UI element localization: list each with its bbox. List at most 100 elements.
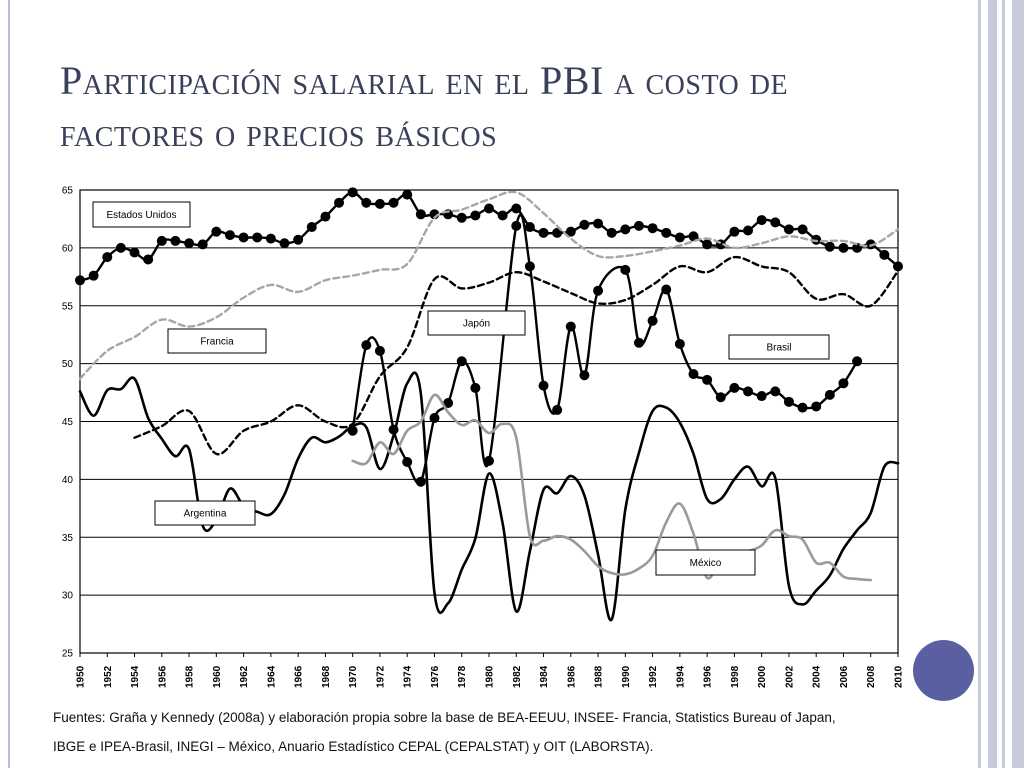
x-tick-label: 1950 — [76, 665, 87, 688]
x-tick-label: 1952 — [103, 665, 114, 688]
data-point-estados-unidos — [347, 187, 358, 198]
data-point-brasil — [702, 374, 713, 385]
data-point-brasil — [593, 285, 604, 296]
data-point-estados-unidos — [538, 227, 549, 238]
legend-box — [167, 328, 267, 354]
data-point-estados-unidos — [252, 232, 263, 243]
y-tick-label: 45 — [62, 417, 74, 428]
data-point-estados-unidos — [552, 227, 563, 238]
data-point-estados-unidos — [388, 197, 399, 208]
data-point-estados-unidos — [893, 261, 903, 272]
data-point-estados-unidos — [361, 197, 372, 208]
data-point-estados-unidos — [606, 227, 617, 238]
y-tick-label: 40 — [62, 475, 74, 486]
data-point-brasil — [811, 401, 822, 412]
data-point-estados-unidos — [306, 222, 317, 233]
data-point-estados-unidos — [729, 226, 740, 237]
decor-stripe — [978, 0, 981, 768]
data-point-brasil — [783, 396, 794, 407]
data-point-estados-unidos — [456, 212, 467, 223]
data-point-estados-unidos — [293, 234, 304, 245]
legend-box — [92, 201, 191, 228]
data-point-brasil — [824, 389, 835, 400]
x-tick-label: 1990 — [621, 665, 632, 688]
x-tick-label: 1970 — [348, 665, 359, 688]
legend-label: Japón — [463, 319, 490, 330]
data-point-estados-unidos — [143, 254, 154, 265]
slide-title: Participación salarial en el PBI a costo… — [60, 58, 789, 155]
x-tick-label: 2002 — [784, 665, 795, 688]
x-tick-label: 2010 — [894, 665, 905, 688]
source-line-1: Fuentes: Graña y Kennedy (2008a) y elabo… — [53, 710, 836, 725]
data-point-estados-unidos — [156, 235, 167, 246]
y-tick-label: 35 — [62, 533, 74, 544]
series-line-argentina — [78, 371, 900, 622]
data-point-brasil — [756, 391, 767, 402]
data-point-brasil — [402, 457, 413, 468]
data-point-estados-unidos — [279, 238, 290, 249]
data-point-estados-unidos — [702, 239, 713, 250]
legend-label: Argentina — [184, 509, 227, 520]
data-point-brasil — [374, 345, 385, 356]
data-point-estados-unidos — [170, 235, 181, 246]
data-point-brasil — [524, 261, 535, 272]
x-tick-label: 1976 — [430, 665, 441, 688]
data-point-estados-unidos — [238, 232, 249, 243]
y-tick-label: 60 — [62, 243, 74, 254]
data-point-estados-unidos — [647, 223, 658, 234]
x-tick-label: 1964 — [266, 665, 277, 688]
series-line-francia — [78, 190, 900, 380]
series-line-mexico — [351, 393, 873, 582]
legend-label: Brasil — [766, 343, 791, 354]
x-tick-label: 2000 — [757, 665, 768, 688]
data-point-estados-unidos — [334, 197, 345, 208]
legend-box — [427, 310, 526, 336]
data-point-estados-unidos — [415, 209, 426, 220]
data-point-estados-unidos — [593, 218, 604, 229]
data-point-estados-unidos — [75, 275, 85, 286]
data-point-brasil — [565, 321, 576, 332]
data-point-estados-unidos — [579, 219, 590, 230]
y-tick-label: 55 — [62, 301, 74, 312]
x-tick-label: 1982 — [512, 665, 523, 688]
x-tick-label: 1958 — [185, 665, 196, 688]
y-tick-label: 30 — [62, 591, 74, 602]
source-note: Fuentes: Graña y Kennedy (2008a) y elabo… — [53, 703, 923, 761]
data-point-brasil — [470, 382, 481, 393]
x-tick-label: 1984 — [539, 665, 550, 688]
data-point-brasil — [484, 455, 494, 466]
data-point-brasil — [770, 386, 781, 397]
data-point-estados-unidos — [211, 226, 222, 237]
legend-label: México — [690, 558, 722, 569]
legend-label: Francia — [200, 337, 234, 348]
data-point-estados-unidos — [265, 233, 276, 244]
data-point-brasil — [361, 340, 372, 351]
series-line-japon — [133, 255, 900, 456]
data-point-estados-unidos — [320, 211, 331, 222]
legend-box — [655, 549, 756, 576]
data-point-brasil — [838, 378, 849, 389]
x-tick-label: 1986 — [566, 665, 577, 688]
y-tick-label: 65 — [62, 186, 74, 197]
data-point-brasil — [633, 337, 644, 348]
y-tick-label: 50 — [62, 359, 74, 370]
data-point-estados-unidos — [102, 252, 113, 263]
data-point-brasil — [620, 264, 631, 275]
decor-circle — [913, 640, 974, 701]
data-point-brasil — [661, 284, 672, 295]
data-point-estados-unidos — [129, 247, 140, 258]
data-point-estados-unidos — [88, 270, 99, 281]
data-point-brasil — [852, 356, 863, 367]
data-point-brasil — [552, 404, 563, 415]
data-point-estados-unidos — [484, 203, 494, 214]
data-point-estados-unidos — [224, 230, 235, 241]
data-point-estados-unidos — [633, 220, 644, 231]
data-point-estados-unidos — [524, 222, 535, 233]
data-point-estados-unidos — [402, 189, 413, 200]
x-tick-label: 1960 — [212, 665, 223, 688]
x-tick-label: 1988 — [594, 665, 605, 688]
data-point-estados-unidos — [511, 203, 522, 214]
data-point-brasil — [647, 315, 658, 326]
data-point-estados-unidos — [620, 224, 631, 235]
source-line-2: IBGE e IPEA-Brasil, INEGI – México, Anua… — [53, 739, 654, 754]
